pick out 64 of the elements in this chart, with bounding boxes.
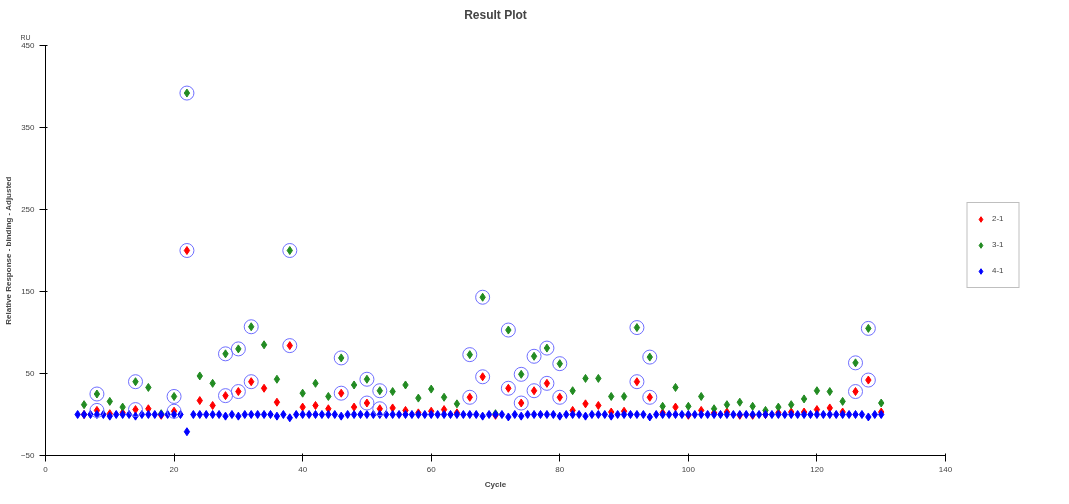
point: [128, 374, 143, 390]
point: [848, 355, 863, 371]
point: [282, 243, 298, 258]
point: [462, 347, 478, 363]
x-tick-label: 100: [681, 464, 696, 474]
point: [513, 366, 529, 382]
y-tick-label: 250: [21, 205, 36, 214]
point: [218, 388, 233, 404]
point: [539, 340, 555, 356]
point: [333, 385, 349, 401]
point: [218, 346, 233, 362]
point: [243, 319, 259, 335]
point: [462, 389, 478, 405]
x-tick-label: 140: [938, 464, 953, 474]
point: [359, 395, 375, 411]
point: [333, 350, 349, 366]
point: [89, 386, 105, 402]
point: [552, 356, 568, 372]
legend-label: 2-1: [992, 214, 1005, 223]
point: [500, 380, 516, 396]
x-tick-label: 20: [169, 464, 180, 474]
y-tick-label: 50: [25, 369, 36, 378]
point: [230, 341, 246, 357]
point: [848, 384, 863, 400]
x-tick-label: 80: [555, 464, 565, 474]
point: [243, 374, 259, 390]
point: [513, 395, 529, 411]
point: [128, 402, 143, 418]
point: [629, 320, 645, 336]
point: [629, 374, 645, 390]
point: [359, 371, 375, 387]
legend-label: 3-1: [992, 240, 1005, 249]
point: [230, 384, 246, 400]
point: [642, 349, 658, 365]
y-tick-label: 150: [21, 287, 36, 296]
y-axis-title: Relative Response - binding - Adjusted: [3, 176, 13, 325]
point: [179, 85, 195, 101]
point: [372, 383, 388, 399]
x-tick-label: 120: [810, 464, 825, 474]
point: [372, 401, 388, 417]
legend-label: 4-1: [992, 266, 1005, 275]
point: [500, 322, 516, 338]
point: [860, 320, 876, 336]
point: [642, 389, 658, 405]
chart-title: Result Plot: [464, 7, 527, 22]
point: [475, 369, 491, 385]
x-tick-label: 60: [426, 464, 437, 474]
point: [860, 372, 876, 388]
point: [282, 338, 298, 354]
point: [526, 348, 542, 364]
x-axis-title: Cycle: [484, 479, 507, 489]
y-tick-label: 350: [21, 123, 36, 132]
x-tick-label: 0: [43, 464, 49, 474]
point: [552, 389, 568, 405]
point: [539, 375, 555, 391]
point: [166, 403, 182, 419]
point: [526, 383, 542, 399]
point: [89, 402, 105, 418]
point: [179, 243, 195, 258]
point: [475, 289, 491, 305]
y-tick-label: −50: [20, 451, 36, 460]
x-tick-label: 40: [298, 464, 308, 474]
point: [166, 388, 182, 404]
y-tick-label: 450: [21, 41, 36, 50]
